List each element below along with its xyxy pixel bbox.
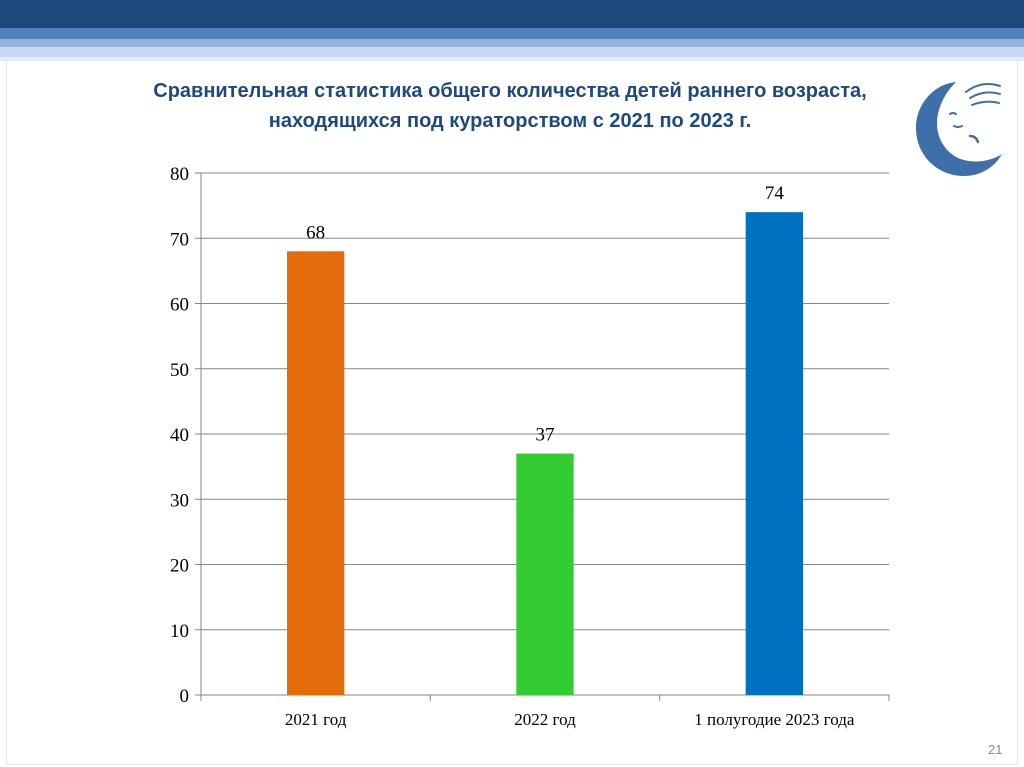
y-tick-label: 60	[170, 295, 189, 316]
data-label: 74	[765, 183, 785, 204]
slide-title-line1: Сравнительная статистика общего количест…	[153, 80, 867, 102]
x-tick-label: 2021 год	[285, 710, 347, 729]
slide-frame	[6, 0, 1018, 765]
bar	[516, 453, 574, 695]
data-label: 68	[306, 222, 325, 243]
y-tick-label: 70	[170, 229, 189, 250]
y-tick-label: 20	[170, 556, 189, 577]
header-band-medium	[0, 28, 1024, 39]
header-band-pale	[0, 47, 1024, 57]
x-tick-label: 2022 год	[514, 710, 576, 729]
y-tick-label: 0	[180, 686, 190, 707]
x-tick-label: 1 полугодие 2023 года	[694, 710, 855, 729]
data-label: 37	[536, 425, 555, 446]
bar	[745, 212, 803, 695]
y-tick-label: 10	[170, 621, 189, 642]
y-tick-label: 30	[170, 490, 189, 511]
slide-title-line2: находящихся под кураторством с 2021 по 2…	[268, 110, 752, 132]
header-band-dark	[0, 0, 1024, 28]
header-band-faint	[0, 57, 1024, 61]
page-number: 21	[988, 742, 1003, 757]
baby-moon-logo	[916, 82, 1002, 176]
y-tick-label: 80	[170, 164, 189, 185]
slide-title: Сравнительная статистика общего количест…	[60, 76, 960, 136]
header-band-light	[0, 39, 1024, 47]
bar	[287, 251, 345, 696]
y-tick-label: 50	[170, 360, 189, 381]
y-tick-label: 40	[170, 425, 189, 446]
